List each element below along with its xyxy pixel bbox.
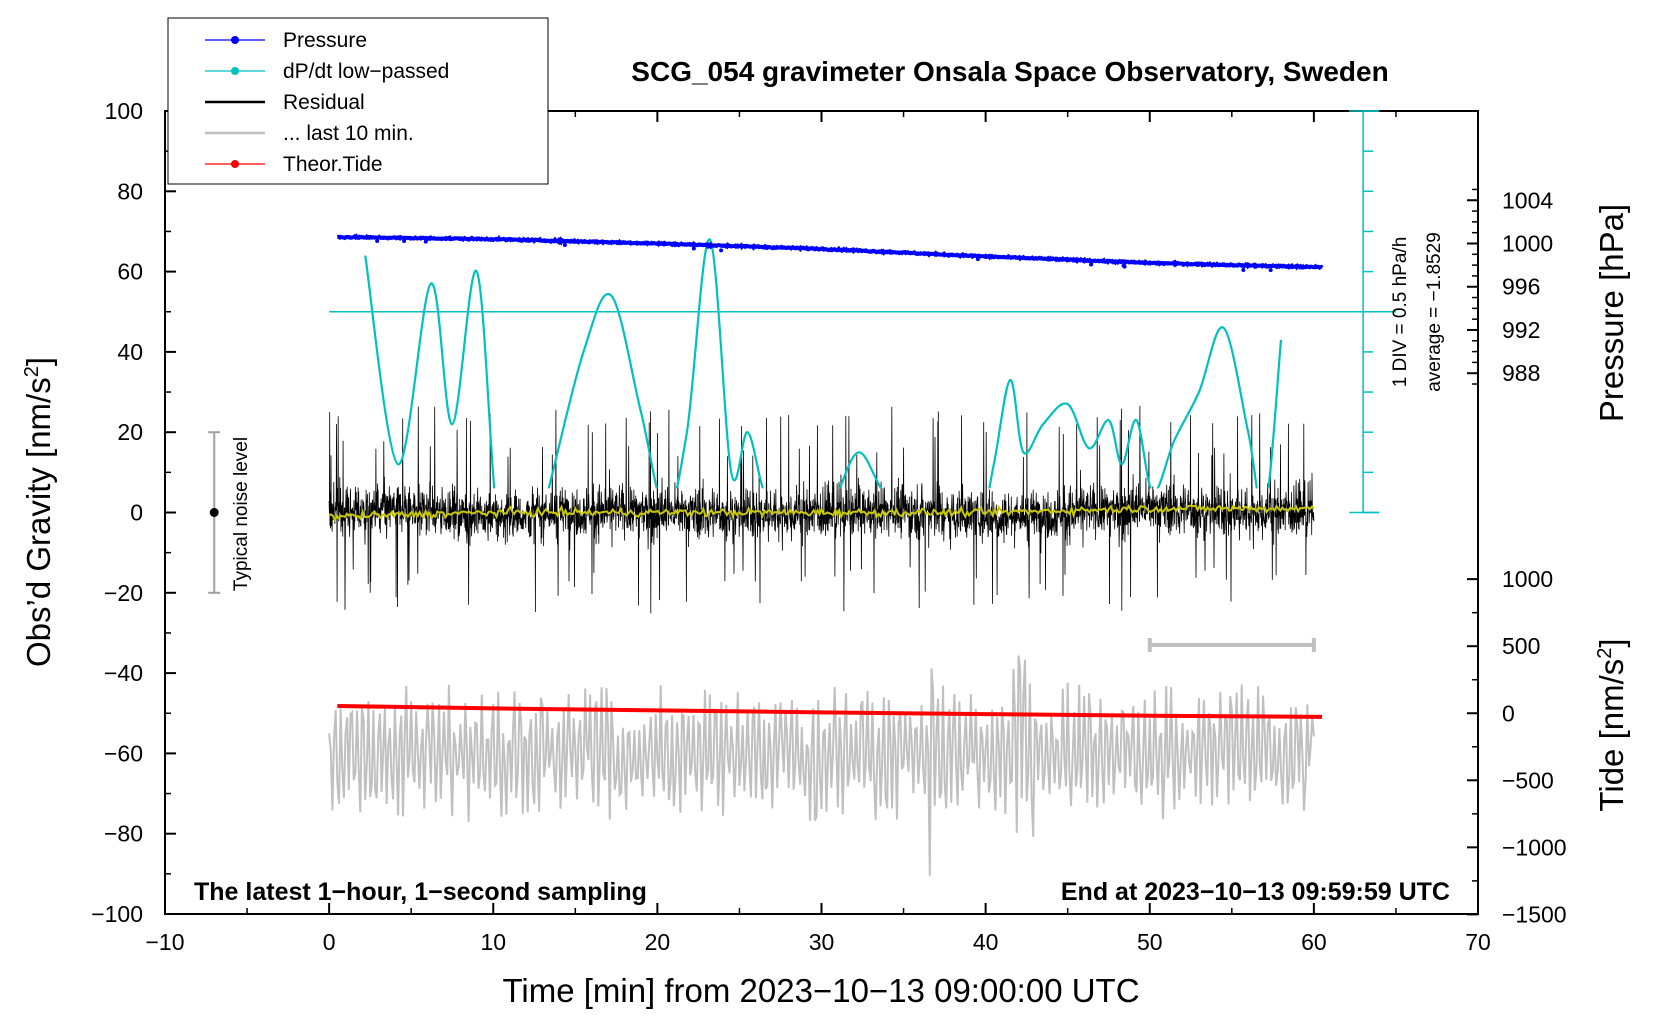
x-axis-label: Time [min] from 2023−10−13 09:00:00 UTC <box>502 972 1139 1009</box>
tide-axis-label-sup: 2 <box>1594 648 1616 659</box>
tide-tick-label: −1000 <box>1502 834 1567 860</box>
pressure-tick-label: 992 <box>1502 317 1540 343</box>
tide-tick-label: 0 <box>1502 700 1515 726</box>
tide-axis-label: Tide [nm/s2] <box>1593 638 1630 811</box>
x-tick-label: 60 <box>1301 929 1327 955</box>
legend-swatch-dot <box>231 67 239 75</box>
pressure-outlier-point <box>975 257 980 262</box>
pressure-outlier-point <box>402 239 407 244</box>
pressure-series <box>337 233 1324 273</box>
pressure-outlier-point <box>691 246 696 251</box>
legend-label: ... last 10 min. <box>283 122 414 145</box>
pressure-outlier-point <box>562 243 567 248</box>
pressure-axis-ticks: 1004 1000 996 992 988 <box>1467 187 1553 386</box>
tide-axis-label-end: ] <box>1593 638 1630 647</box>
pressure-tick-label: 996 <box>1502 274 1540 300</box>
dpdt-line <box>364 238 1283 489</box>
noise-level-label: Typical noise level <box>231 437 252 591</box>
pressure-tick-label: 988 <box>1502 360 1540 386</box>
tide-tick-label: 500 <box>1502 633 1540 659</box>
x-axis-ticks: −10 0 10 20 30 40 50 60 70 <box>145 111 1491 955</box>
legend-label: Residual <box>283 91 365 114</box>
y-axis-label-end: ] <box>20 357 57 366</box>
y-tick-label: −100 <box>91 901 143 927</box>
y-axis-ticks: 100 80 60 40 20 0 −20 −40 −60 −80 −100 <box>91 98 176 927</box>
dpdt-series <box>329 110 1396 514</box>
y-axis-label-main: Obs’d Gravity [nm/s <box>20 377 57 667</box>
last-10-min-series <box>328 655 1315 876</box>
x-tick-label: 70 <box>1465 929 1491 955</box>
x-tick-label: 50 <box>1137 929 1163 955</box>
x-tick-label: 20 <box>645 929 671 955</box>
pressure-outlier-point <box>423 239 428 244</box>
x-tick-label: −10 <box>145 929 184 955</box>
y-tick-label: 60 <box>117 259 143 285</box>
pressure-axis-label: Pressure [hPa] <box>1593 204 1630 422</box>
legend-swatch-dot <box>231 36 239 44</box>
y-tick-label: −40 <box>104 660 143 686</box>
tide-tick-label: −1500 <box>1502 901 1567 927</box>
pressure-outlier-point <box>1241 267 1246 272</box>
y-tick-label: 20 <box>117 419 143 445</box>
pressure-outlier-point <box>375 238 380 243</box>
chart-title: SCG_054 gravimeter Onsala Space Observat… <box>631 56 1388 87</box>
y-tick-label: 40 <box>117 339 143 365</box>
bottom-right-note: End at 2023−10−13 09:59:59 UTC <box>1061 878 1450 906</box>
legend-label: Theor.Tide <box>283 153 383 176</box>
residual-smoothed-line <box>328 503 1315 523</box>
dpdt-average-label: average = −1.8529 <box>1424 232 1445 392</box>
y-tick-label: −80 <box>104 821 143 847</box>
y-tick-label: 100 <box>105 98 143 124</box>
y-tick-label: −20 <box>104 580 143 606</box>
pressure-outlier-point <box>1268 268 1273 273</box>
tide-axis-ticks: 1000 500 0 −500 −1000 −1500 <box>1467 566 1567 927</box>
pressure-line <box>337 233 1324 271</box>
last-10-min-line <box>328 655 1315 876</box>
dpdt-div-label: 1 DIV = 0.5 hPa/h <box>1390 237 1411 388</box>
legend-swatch-dot <box>231 160 239 168</box>
chart-annotations <box>208 431 1316 652</box>
y-axis-label: Obs’d Gravity [nm/s2] <box>20 357 57 667</box>
y-tick-label: 0 <box>130 500 143 526</box>
legend-items: Pressure dP/dt low−passed Residual ... last… <box>205 29 449 176</box>
legend: Pressure dP/dt low−passed Residual ... last… <box>167 17 549 185</box>
pressure-outlier-point <box>1089 262 1094 267</box>
y-tick-label: 80 <box>117 178 143 204</box>
pressure-tick-label: 1004 <box>1502 187 1553 213</box>
theor-tide-series <box>337 704 1323 719</box>
tide-tick-label: −500 <box>1502 767 1554 793</box>
pressure-outlier-point <box>1121 263 1126 268</box>
bottom-left-note: The latest 1−hour, 1−second sampling <box>194 878 647 906</box>
theor-tide-line <box>337 704 1323 719</box>
x-tick-label: 0 <box>323 929 336 955</box>
legend-label: Pressure <box>283 29 367 52</box>
x-tick-label: 30 <box>809 929 835 955</box>
y-tick-label: −60 <box>104 740 143 766</box>
x-tick-label: 10 <box>480 929 506 955</box>
y-axis-label-sup: 2 <box>21 366 43 377</box>
tide-tick-label: 1000 <box>1502 566 1553 592</box>
pressure-tick-label: 1000 <box>1502 230 1553 256</box>
residual-smoothed-series <box>328 503 1315 523</box>
legend-label: dP/dt low−passed <box>283 60 449 83</box>
tide-axis-label-main: Tide [nm/s <box>1593 659 1630 812</box>
x-tick-label: 40 <box>973 929 999 955</box>
noise-bar-center <box>209 508 219 517</box>
pressure-outlier-point <box>719 248 724 253</box>
